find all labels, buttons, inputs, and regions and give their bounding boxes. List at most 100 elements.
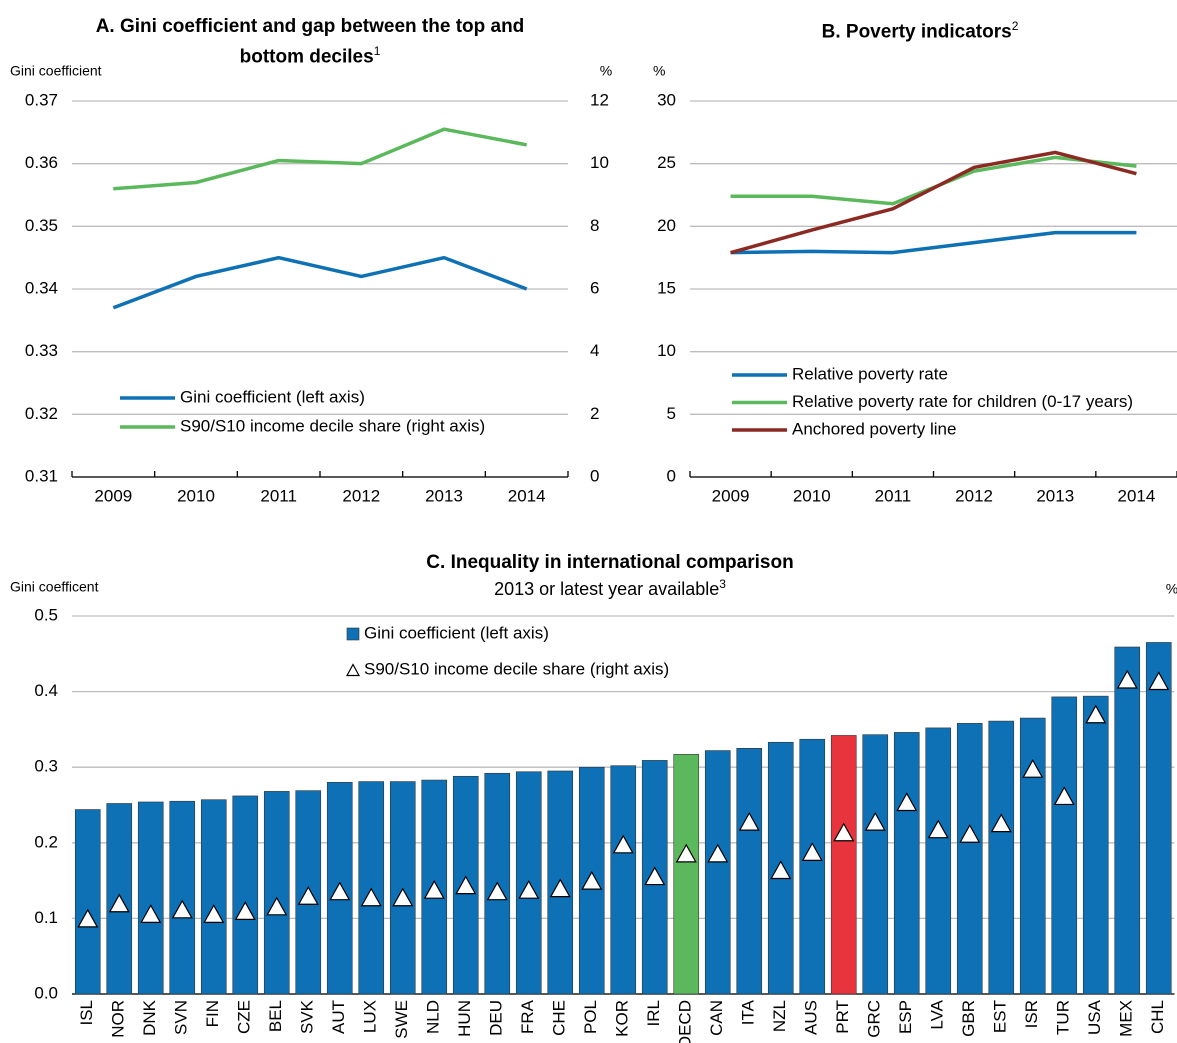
y2-tick-label: 4 <box>590 341 599 360</box>
x-tick-label: SVK <box>298 999 317 1034</box>
panel-a-title: A. Gini coefficient and gap between the … <box>90 14 530 69</box>
triangle-marker <box>77 908 99 928</box>
x-tick-label: 2010 <box>177 486 215 505</box>
y-tick-label: 30 <box>657 90 676 109</box>
x-tick-label: 2014 <box>508 486 546 505</box>
x-tick-label: SVN <box>172 1000 191 1035</box>
bar <box>1051 696 1078 995</box>
x-tick-label: 2012 <box>342 486 380 505</box>
bar <box>830 735 857 995</box>
legend-label: Relative poverty rate for children (0-17… <box>792 392 1133 411</box>
x-tick-label: DNK <box>140 999 159 1036</box>
x-tick-label: 2011 <box>875 486 912 505</box>
legend-label: S90/S10 income decile share (right axis) <box>364 659 669 678</box>
x-tick-label: FIN <box>203 1000 222 1027</box>
y2-tick-label: 2 <box>590 404 599 423</box>
y-tick-label: 0.35 <box>25 216 58 235</box>
bar <box>1082 695 1109 995</box>
x-tick-label: AUS <box>802 1000 821 1035</box>
x-tick-label: KOR <box>613 1000 632 1037</box>
x-tick-label: AUT <box>329 1000 348 1034</box>
y2-axis-title: % <box>1166 581 1177 597</box>
x-tick-label: 2012 <box>955 486 993 505</box>
title-note: 2 <box>1011 19 1019 33</box>
x-tick-label: 2014 <box>1118 486 1156 505</box>
bar <box>263 791 290 995</box>
y2-tick-label: 8 <box>590 216 599 235</box>
y-tick-label: 0.37 <box>25 90 58 109</box>
x-tick-label: FRA <box>518 999 537 1034</box>
triangle-marker <box>140 904 162 923</box>
x-tick-label: NOR <box>109 1000 128 1038</box>
bar <box>137 801 164 995</box>
x-tick-label: HUN <box>455 1000 474 1037</box>
triangle-marker <box>738 811 760 831</box>
bar <box>169 800 196 995</box>
bar <box>925 727 952 995</box>
y-tick-label: 0.1 <box>34 908 58 927</box>
triangle-marker <box>833 822 855 842</box>
triangle-marker <box>171 899 193 919</box>
y-tick-label: 15 <box>657 278 676 297</box>
x-tick-label: BEL <box>266 1000 285 1032</box>
subtitle-note: 3 <box>719 577 726 591</box>
triangle-marker <box>518 879 540 899</box>
y-tick-label: 0 <box>667 466 676 485</box>
triangle-marker <box>581 870 603 890</box>
triangle-marker <box>1116 669 1138 689</box>
y-tick-label: 0.33 <box>25 341 58 360</box>
series-line <box>730 150 1137 255</box>
bar <box>799 738 826 995</box>
bar <box>736 747 763 995</box>
bar <box>610 765 637 995</box>
x-tick-label: CZE <box>235 1000 254 1034</box>
title-text: A. Gini coefficient and gap between the … <box>95 16 525 68</box>
x-tick-label: NZL <box>770 1000 789 1032</box>
series-line <box>730 155 1137 206</box>
title-text: C. Inequality in international compariso… <box>426 552 794 573</box>
y-tick-label: 0.31 <box>25 466 58 485</box>
triangle-marker <box>423 879 445 899</box>
y-tick-label: 25 <box>657 153 676 172</box>
triangle-marker <box>959 823 981 843</box>
triangle-marker <box>1022 758 1044 778</box>
triangle-marker <box>1148 671 1170 691</box>
title-note: 1 <box>373 44 381 58</box>
x-tick-label: CAN <box>707 1000 726 1036</box>
x-tick-label: PRT <box>833 1000 852 1034</box>
x-tick-label: NLD <box>424 1000 443 1034</box>
y2-tick-label: 12 <box>590 90 609 109</box>
triangle-marker <box>1053 786 1075 806</box>
triangle-marker <box>360 887 382 907</box>
triangle-marker <box>266 896 288 916</box>
x-tick-label: SWE <box>392 1000 411 1039</box>
triangle-marker <box>234 901 256 920</box>
triangle-marker <box>707 843 729 863</box>
series-line <box>112 255 528 310</box>
y-tick-label: 0.3 <box>34 757 58 776</box>
triangle-marker <box>990 813 1012 833</box>
x-tick-label: POL <box>581 1000 600 1034</box>
bar <box>988 720 1015 995</box>
y2-axis-title: % <box>600 63 612 79</box>
x-tick-label: 2013 <box>1036 486 1074 505</box>
x-tick-label: ESP <box>896 1000 915 1034</box>
bar <box>74 809 101 995</box>
legend-swatch <box>346 627 360 641</box>
x-tick-label: MEX <box>1117 1000 1136 1037</box>
y-axis-title: % <box>653 63 665 79</box>
y-axis-title: Gini coefficent <box>10 579 99 595</box>
legend-label: Gini coefficient (left axis) <box>364 623 549 642</box>
triangle-marker <box>864 811 886 831</box>
bar <box>673 754 700 995</box>
y2-tick-label: 6 <box>590 278 599 297</box>
triangle-marker <box>203 904 225 923</box>
triangle-marker <box>1085 704 1107 724</box>
x-tick-label: LVA <box>928 999 947 1029</box>
y-tick-label: 5 <box>667 404 676 423</box>
y-axis-title: Gini coefficient <box>10 63 102 79</box>
x-tick-label: EST <box>991 1000 1010 1033</box>
x-tick-label: ISL <box>77 1000 96 1026</box>
